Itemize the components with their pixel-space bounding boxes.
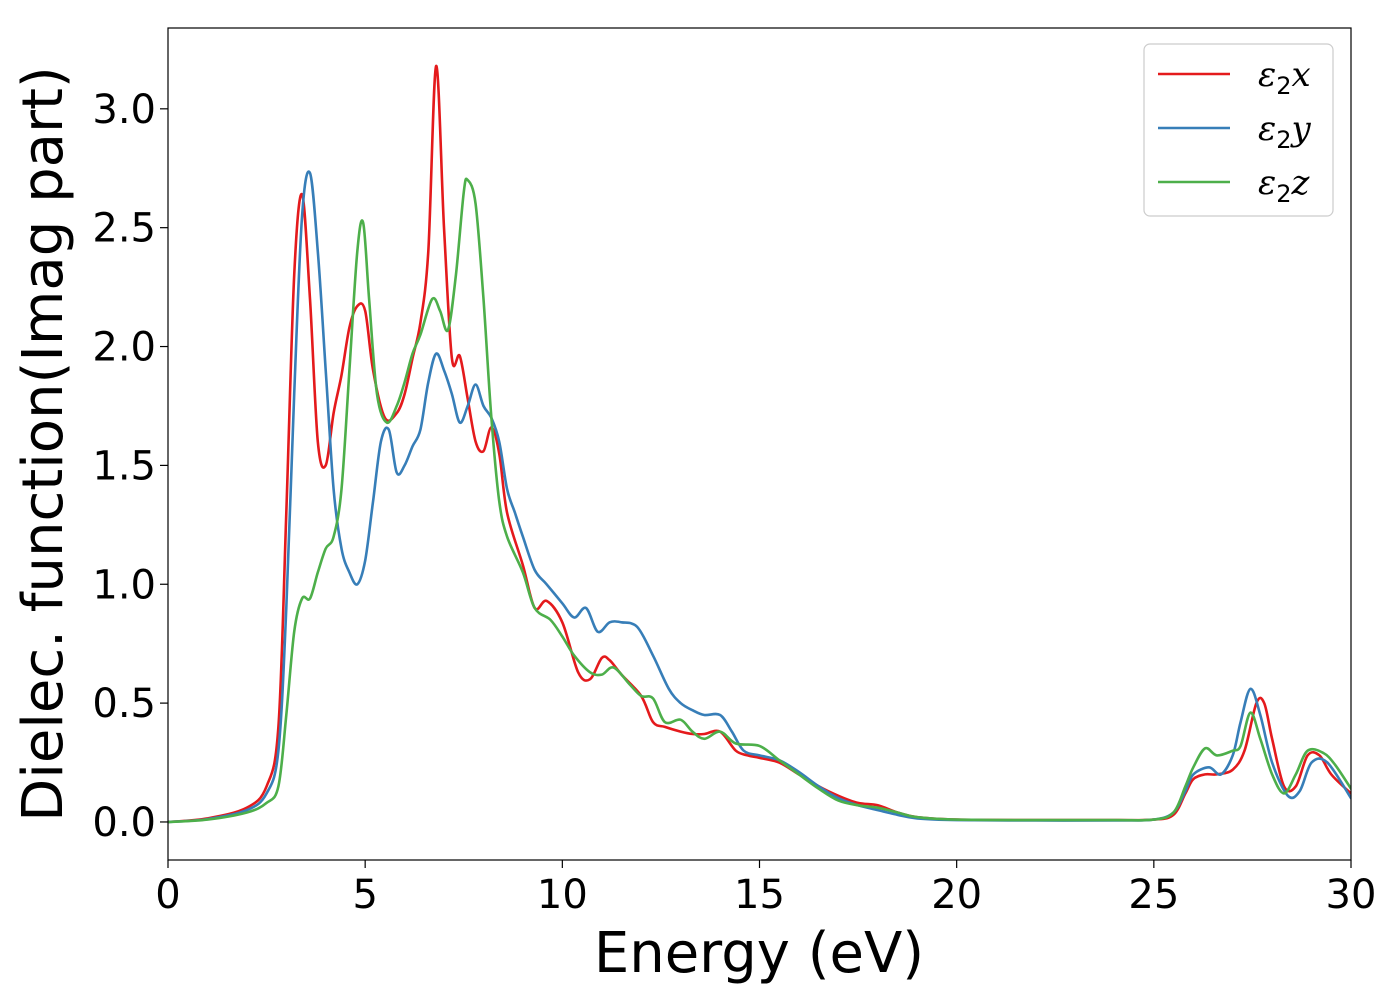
y-axis-ticks: 0.0 0.5 1.0 1.5 2.0 2.5 3.0 [92, 87, 168, 846]
y-axis-label: Dielec. function(Imag part) [11, 66, 76, 822]
x-tick-label: 10 [537, 872, 588, 918]
legend-label-z: ε2z [1258, 163, 1311, 208]
series-layer [168, 64, 1351, 824]
legend: ε2x ε2y ε2z [1143, 43, 1334, 217]
series-line-z [168, 177, 1351, 824]
x-axis-ticks: 0 5 10 15 20 25 30 [155, 860, 1376, 918]
y-tick-label: 2.0 [92, 325, 156, 371]
x-tick-label: 25 [1128, 872, 1179, 918]
y-tick-label: 0.0 [92, 800, 156, 846]
x-tick-label: 5 [352, 872, 377, 918]
y-tick-label: 1.0 [92, 562, 156, 608]
y-tick-label: 3.0 [92, 87, 156, 133]
y-tick-label: 0.5 [92, 681, 156, 727]
x-axis-label: Energy (eV) [594, 921, 924, 986]
x-tick-label: 30 [1326, 872, 1377, 918]
legend-label-x: ε2x [1258, 55, 1311, 100]
legend-box [1143, 43, 1334, 217]
y-tick-label: 2.5 [92, 206, 156, 252]
x-tick-label: 15 [734, 872, 785, 918]
legend-label-y: ε2y [1258, 109, 1312, 154]
x-tick-label: 0 [155, 872, 180, 918]
x-tick-label: 20 [931, 872, 982, 918]
y-tick-label: 1.5 [92, 443, 156, 489]
